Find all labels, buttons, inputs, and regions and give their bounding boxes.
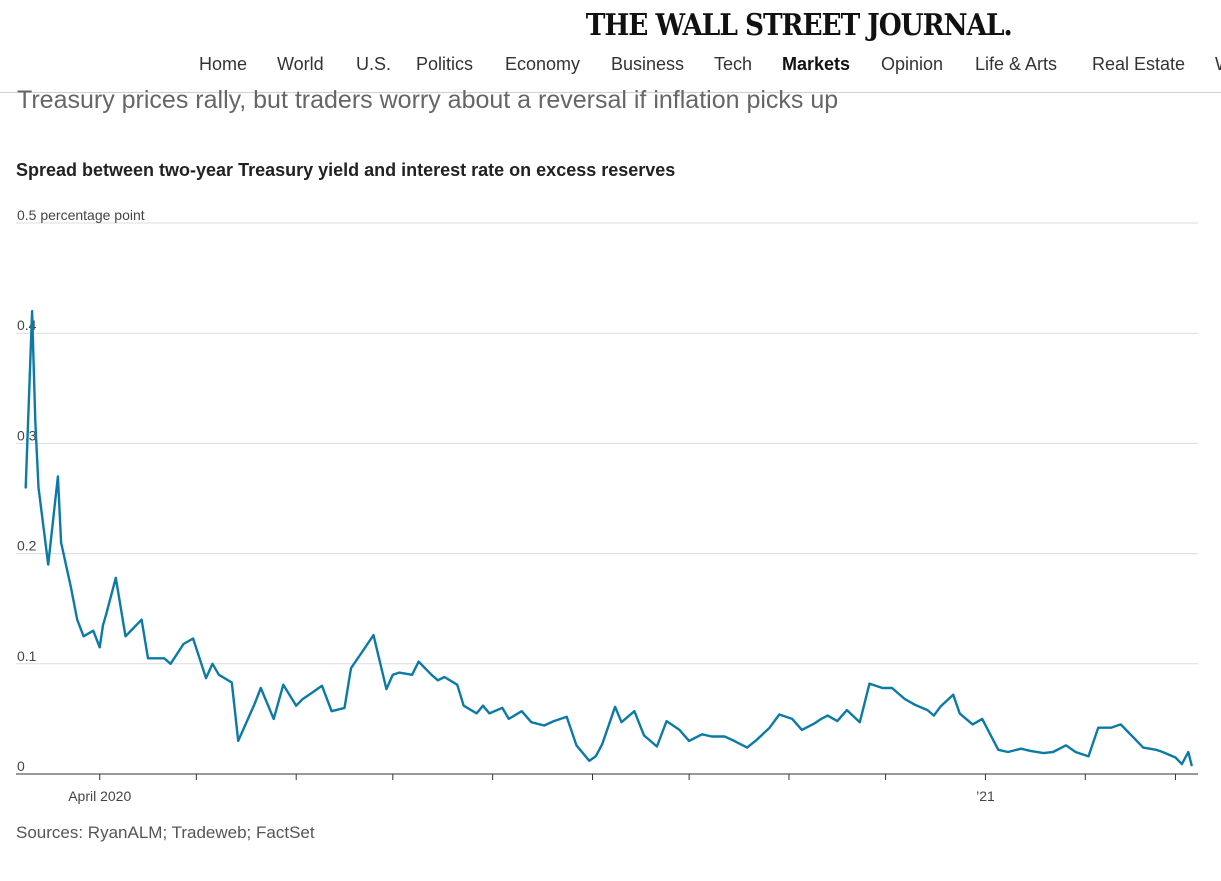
- chart-source: Sources: RyanALM; Tradeweb; FactSet: [16, 823, 315, 842]
- x-tick-label: April 2020: [68, 788, 131, 804]
- y-tick-label: 0.1: [17, 648, 37, 664]
- nav-item-truncated[interactable]: W: [1215, 54, 1221, 75]
- nav-item-us[interactable]: U.S.: [356, 54, 392, 74]
- gridlines: [16, 222, 1198, 665]
- series-line: [24, 309, 1193, 767]
- y-tick-label: 0.5 percentage point: [17, 207, 145, 223]
- y-axis-labels: 00.10.20.30.40.5 percentage point: [17, 207, 145, 774]
- nav-item-politics[interactable]: Politics: [416, 54, 474, 74]
- nav-item-markets[interactable]: Markets: [782, 54, 851, 74]
- nav-item-business[interactable]: Business: [611, 54, 685, 74]
- nav-item-opinion[interactable]: Opinion: [881, 54, 944, 74]
- nav-item-economy[interactable]: Economy: [505, 54, 581, 74]
- y-tick-label: 0: [17, 758, 25, 774]
- line-chart: 00.10.20.30.40.5 percentage point April …: [16, 207, 1198, 804]
- nav-item-world[interactable]: World: [277, 54, 324, 74]
- nav-item-tech[interactable]: Tech: [714, 54, 753, 74]
- series-layer: [24, 309, 1193, 767]
- main-nav: Home World U.S. Politics Economy Busines…: [0, 54, 1221, 80]
- y-tick-label: 0.2: [17, 538, 37, 554]
- nav-item-real-estate[interactable]: Real Estate: [1092, 54, 1186, 74]
- wsj-logo[interactable]: THE WALL STREET JOURNAL.: [585, 8, 1013, 43]
- masthead: THE WALL STREET JOURNAL. Home World U.S.…: [0, 0, 1221, 93]
- chart-title: Spread between two-year Treasury yield a…: [16, 160, 676, 180]
- nav-item-home[interactable]: Home: [199, 54, 248, 74]
- article-headline: Treasury prices rally, but traders worry…: [17, 86, 839, 114]
- nav-item-life-arts[interactable]: Life & Arts: [975, 54, 1058, 74]
- x-tick-label: ’21: [976, 788, 995, 804]
- x-axis: April 2020 ’21: [16, 773, 1198, 804]
